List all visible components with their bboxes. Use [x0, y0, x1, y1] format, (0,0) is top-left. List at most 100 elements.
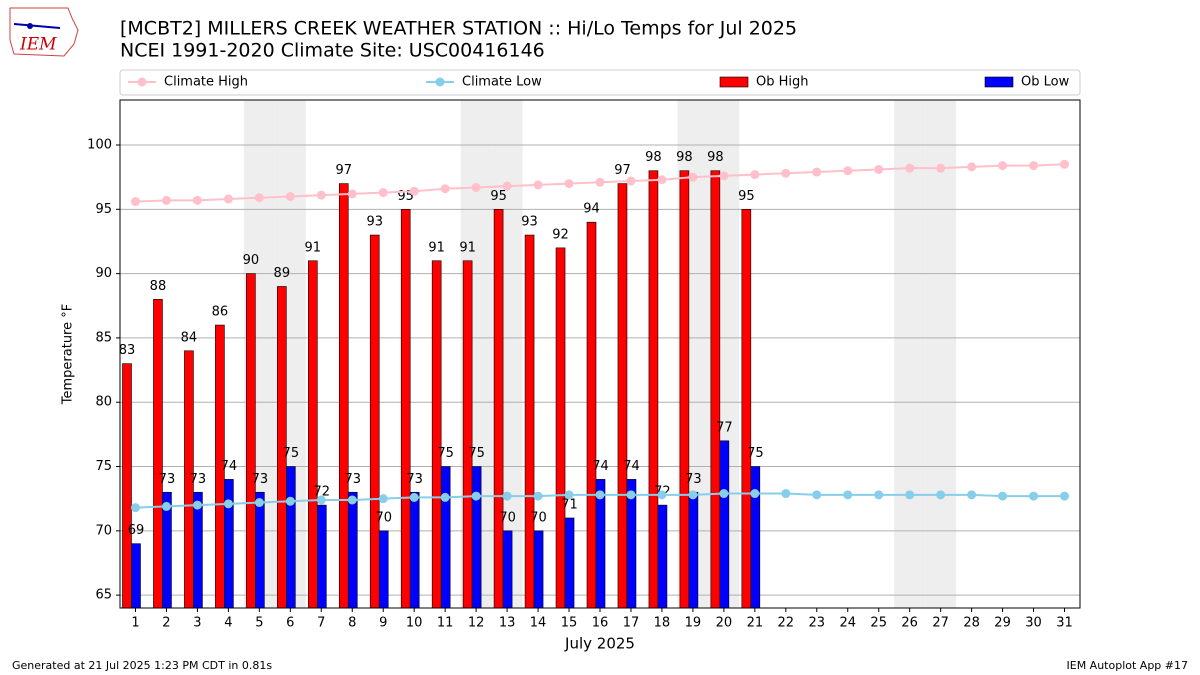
- bar-label: 92: [552, 227, 569, 242]
- line-marker: [936, 490, 946, 500]
- bar-label: 73: [159, 472, 176, 487]
- x-tick-label: 25: [870, 616, 887, 631]
- line-marker: [161, 501, 171, 511]
- x-tick-label: 5: [255, 616, 263, 631]
- legend-label: Climate High: [164, 75, 248, 90]
- x-tick-label: 11: [437, 616, 454, 631]
- x-tick-label: 15: [561, 616, 578, 631]
- x-tick-label: 3: [193, 616, 201, 631]
- line-marker: [285, 496, 295, 506]
- line-marker: [440, 184, 450, 194]
- line-marker: [533, 491, 543, 501]
- logo: IEM: [9, 7, 79, 57]
- weekend-band: [894, 100, 926, 608]
- chart-title: [MCBT2] MILLERS CREEK WEATHER STATION ::…: [120, 18, 797, 40]
- bar: [347, 491, 358, 609]
- line-marker: [564, 179, 574, 189]
- x-tick-label: 13: [499, 616, 516, 631]
- line-marker: [874, 490, 884, 500]
- x-tick-label: 9: [379, 616, 387, 631]
- bar: [400, 209, 411, 609]
- y-tick-label: 100: [87, 138, 112, 153]
- bar: [564, 517, 575, 609]
- footer-left: Generated at 21 Jul 2025 1:23 PM CDT in …: [12, 659, 272, 672]
- bar-label: 74: [221, 459, 238, 474]
- bar: [688, 491, 699, 609]
- y-tick-label: 65: [95, 588, 112, 603]
- line-marker: [161, 195, 171, 205]
- line-marker: [502, 491, 512, 501]
- y-tick-label: 75: [95, 459, 112, 474]
- line-marker: [1029, 491, 1039, 501]
- line-marker: [502, 181, 512, 191]
- bar-label: 75: [283, 446, 300, 461]
- bar: [741, 209, 752, 609]
- bar: [502, 530, 513, 609]
- bar: [617, 183, 628, 609]
- line-marker: [347, 495, 357, 505]
- bar-label: 70: [375, 510, 392, 525]
- bar-label: 95: [490, 189, 507, 204]
- bar: [555, 247, 566, 609]
- bar: [648, 170, 659, 609]
- bar: [153, 299, 163, 609]
- line-marker: [626, 176, 636, 186]
- legend-swatch: [137, 77, 147, 87]
- line-marker: [812, 490, 822, 500]
- line-marker: [595, 177, 605, 187]
- bar-label: 84: [181, 330, 198, 345]
- bar: [307, 260, 318, 609]
- line-marker: [812, 167, 822, 177]
- legend-swatch: [719, 76, 749, 88]
- bar-label: 90: [243, 253, 260, 268]
- line-marker: [719, 489, 729, 499]
- bar: [286, 466, 296, 609]
- x-tick-label: 23: [809, 616, 826, 631]
- bar-label: 88: [150, 279, 167, 294]
- x-tick-label: 26: [901, 616, 918, 631]
- line-marker: [936, 163, 946, 173]
- x-axis-label: July 2025: [564, 635, 635, 653]
- bar: [719, 440, 730, 609]
- line-marker: [1060, 491, 1070, 501]
- line-marker: [657, 490, 667, 500]
- line-marker: [595, 490, 605, 500]
- plot-frame: [119, 99, 1081, 609]
- bar-label: 70: [530, 510, 547, 525]
- line-marker: [905, 490, 915, 500]
- bar-label: 74: [623, 459, 640, 474]
- legend-label: Ob High: [756, 75, 809, 90]
- bar: [750, 466, 761, 609]
- x-tick-label: 8: [348, 616, 356, 631]
- bar-label: 73: [252, 472, 269, 487]
- line-marker: [750, 170, 760, 180]
- line-marker: [223, 499, 233, 509]
- x-tick-label: 28: [963, 616, 980, 631]
- line-marker: [657, 175, 667, 185]
- bar-label: 93: [366, 215, 383, 230]
- x-tick-label: 1: [131, 616, 139, 631]
- line-marker: [688, 490, 698, 500]
- bar: [710, 170, 721, 609]
- legend-label: Climate Low: [462, 75, 542, 90]
- line-marker: [967, 162, 977, 172]
- bar: [246, 273, 256, 609]
- line-marker: [781, 168, 791, 178]
- bar: [679, 170, 690, 609]
- x-tick-label: 24: [839, 616, 856, 631]
- line-marker: [471, 491, 481, 501]
- x-tick-label: 7: [317, 616, 325, 631]
- x-tick-label: 22: [778, 616, 795, 631]
- bar-label: 77: [716, 420, 733, 435]
- bar: [131, 543, 141, 609]
- line-marker: [316, 495, 326, 505]
- bar: [193, 491, 203, 609]
- line-marker: [130, 197, 140, 207]
- bar-label: 91: [459, 240, 476, 255]
- bar-label: 97: [335, 163, 352, 178]
- bar-label: 69: [128, 523, 145, 538]
- y-tick-label: 90: [95, 266, 112, 281]
- line-marker: [378, 188, 388, 198]
- bar: [255, 491, 265, 609]
